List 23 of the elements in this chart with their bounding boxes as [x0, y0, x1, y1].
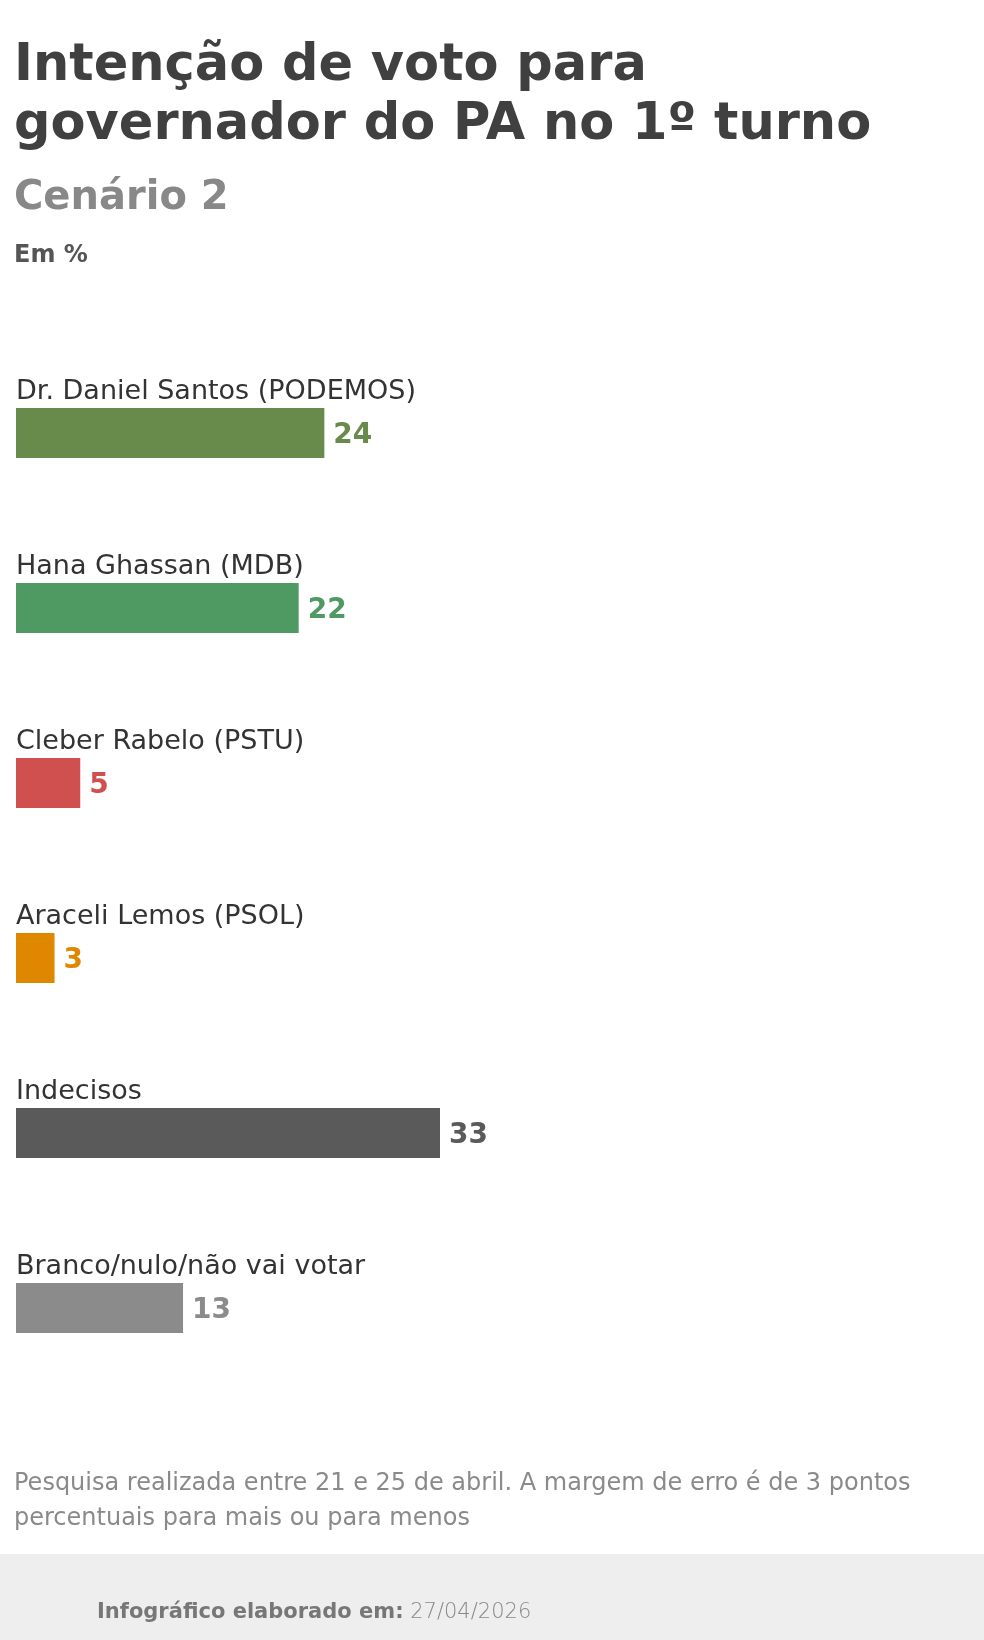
text: Pesquisa realizada entre 21 e 25 de abril. A margem de erro é de 3 pontos percentuais para mais ou para menos [14, 1468, 911, 1531]
x-axis-title: Em % [14, 240, 88, 268]
text: Infográfico elaborado em: 27/04/2026 [97, 1599, 532, 1623]
y-tick-label: Cleber Rabelo (PSTU) [16, 723, 305, 755]
chart-subtitle: Cenário 2 [14, 172, 229, 218]
bar [16, 758, 81, 808]
y-tick-label: Araceli Lemos (PSOL) [16, 898, 305, 930]
bar [16, 1283, 184, 1333]
y-tick-label: Indecisos [16, 1073, 142, 1105]
y-tick-label: Hana Ghassan (MDB) [16, 548, 304, 580]
chart-title: Intenção de voto para governador do PA no 1º turno [14, 33, 872, 151]
bar [16, 933, 55, 983]
data-label: 24 [333, 416, 373, 450]
y-tick-label: Dr. Daniel Santos (PODEMOS) [16, 373, 416, 405]
data-label: 22 [307, 591, 347, 625]
data-label: 13 [192, 1291, 231, 1325]
bar [16, 583, 299, 633]
bar [16, 408, 325, 458]
data-label: 33 [449, 1116, 488, 1150]
bar [16, 1108, 440, 1158]
data-label: 3 [63, 941, 84, 975]
y-tick-label: Branco/nulo/não vai votar [16, 1248, 367, 1280]
data-label: 5 [89, 766, 109, 800]
